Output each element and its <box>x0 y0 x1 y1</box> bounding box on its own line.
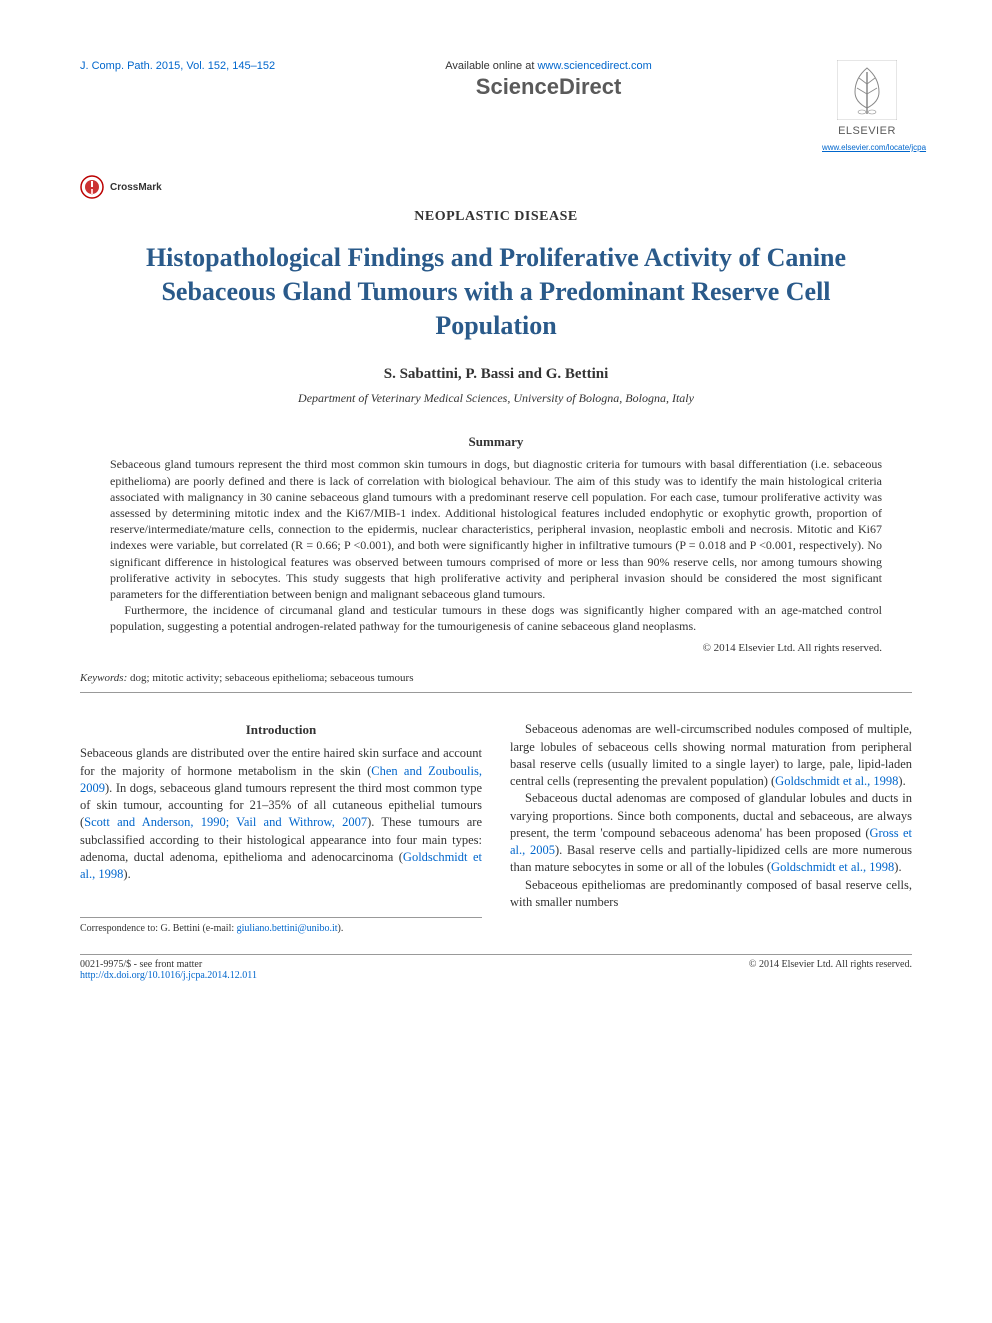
citation-link[interactable]: Goldschmidt et al., 1998 <box>771 860 894 874</box>
journal-reference: J. Comp. Path. 2015, Vol. 152, 145–152 <box>80 60 275 72</box>
introduction-heading: Introduction <box>80 721 482 739</box>
summary-heading: Summary <box>80 434 912 450</box>
correspondence: Correspondence to: G. Bettini (e-mail: g… <box>80 917 482 936</box>
authors: S. Sabattini, P. Bassi and G. Bettini <box>80 366 912 383</box>
citation-link[interactable]: Scott and Anderson, 1990; Vail and Withr… <box>84 815 367 829</box>
elsevier-label: ELSEVIER <box>822 125 912 137</box>
summary-copyright: © 2014 Elsevier Ltd. All rights reserved… <box>110 642 882 654</box>
keywords-text: dog; mitotic activity; sebaceous epithel… <box>127 672 413 684</box>
crossmark-row[interactable]: CrossMark <box>80 175 912 199</box>
elsevier-locate-link[interactable]: www.elsevier.com/locate/jcpa <box>822 143 926 152</box>
sciencedirect-link[interactable]: www.sciencedirect.com <box>537 60 651 72</box>
intro-paragraph-1: Sebaceous glands are distributed over th… <box>80 745 482 883</box>
section-label: NEOPLASTIC DISEASE <box>80 209 912 225</box>
crossmark-label: CrossMark <box>110 182 162 193</box>
footer-copyright: © 2014 Elsevier Ltd. All rights reserved… <box>749 959 912 981</box>
right-paragraph-3: Sebaceous epitheliomas are predominantly… <box>510 877 912 912</box>
elsevier-block: ELSEVIER www.elsevier.com/locate/jcpa <box>822 60 912 155</box>
issn-line: 0021-9975/$ - see front matter <box>80 959 202 970</box>
correspondence-prefix: Correspondence to: G. Bettini (e-mail: <box>80 923 237 934</box>
available-online: Available online at www.sciencedirect.co… <box>275 60 822 72</box>
keywords: Keywords: dog; mitotic activity; sebaceo… <box>80 672 912 684</box>
right-paragraph-2: Sebaceous ductal adenomas are composed o… <box>510 790 912 876</box>
correspondence-suffix: ). <box>338 923 344 934</box>
footer-left: 0021-9975/$ - see front matter http://dx… <box>80 959 257 981</box>
doi-link[interactable]: http://dx.doi.org/10.1016/j.jcpa.2014.12… <box>80 970 257 981</box>
crossmark-icon <box>80 175 104 199</box>
sciencedirect-block: Available online at www.sciencedirect.co… <box>275 60 822 100</box>
page: J. Comp. Path. 2015, Vol. 152, 145–152 A… <box>0 0 992 1021</box>
footer-row: 0021-9975/$ - see front matter http://dx… <box>80 954 912 981</box>
right-column: Sebaceous adenomas are well-circumscribe… <box>510 721 912 936</box>
keywords-label: Keywords: <box>80 672 127 684</box>
article-title: Histopathological Findings and Prolifera… <box>100 241 892 342</box>
left-column: Introduction Sebaceous glands are distri… <box>80 721 482 936</box>
two-column-body: Introduction Sebaceous glands are distri… <box>80 721 912 936</box>
summary-body: Sebaceous gland tumours represent the th… <box>110 456 882 634</box>
summary-paragraph-1: Sebaceous gland tumours represent the th… <box>110 456 882 602</box>
divider <box>80 692 912 693</box>
available-online-prefix: Available online at <box>445 60 537 72</box>
affiliation: Department of Veterinary Medical Science… <box>80 391 912 406</box>
summary-paragraph-2: Furthermore, the incidence of circumanal… <box>110 602 882 634</box>
sciencedirect-logo: ScienceDirect <box>275 74 822 100</box>
correspondence-email-link[interactable]: giuliano.bettini@unibo.it <box>237 923 338 934</box>
right-paragraph-1: Sebaceous adenomas are well-circumscribe… <box>510 721 912 790</box>
citation-link[interactable]: Goldschmidt et al., 1998 <box>775 774 898 788</box>
header-row: J. Comp. Path. 2015, Vol. 152, 145–152 A… <box>80 60 912 155</box>
elsevier-tree-icon <box>837 60 897 120</box>
